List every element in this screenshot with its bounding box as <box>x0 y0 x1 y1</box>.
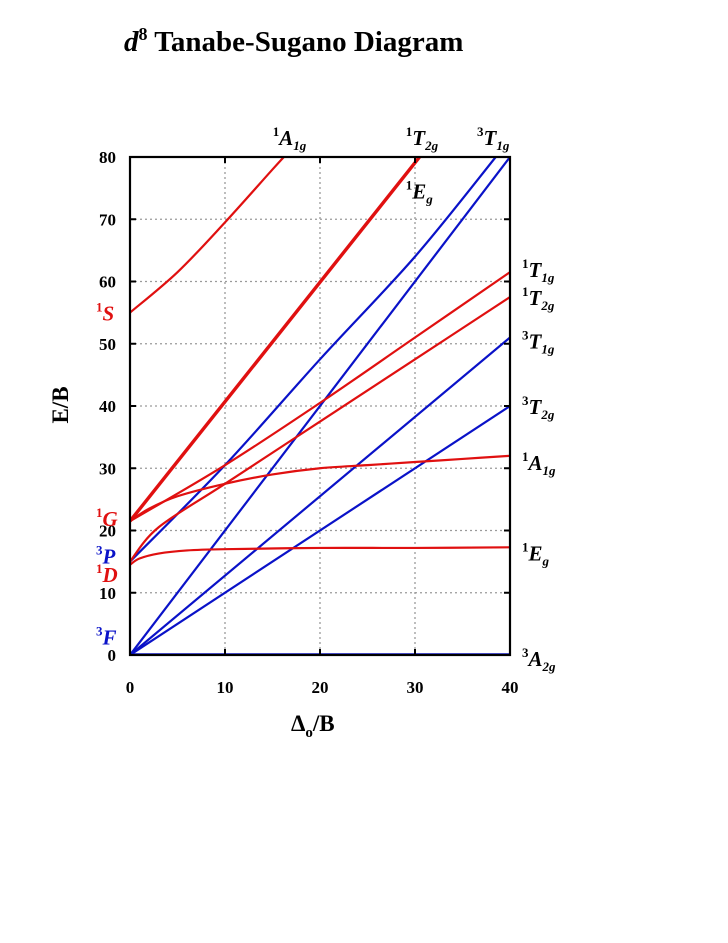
series-line-8 <box>130 405 510 655</box>
title-d: d <box>124 26 139 58</box>
y-tick-label: 0 <box>108 646 117 665</box>
top-3t1g: 3T1g <box>477 124 510 153</box>
right-1eg: 1Eg <box>522 539 550 568</box>
plot-area <box>128 155 512 657</box>
y-tick-label: 50 <box>99 335 116 354</box>
series-lines <box>130 157 510 655</box>
series-line-2 <box>130 157 422 523</box>
right-3t1g: 3T1g <box>522 328 555 357</box>
y-tick-labels: 0 10 20 30 40 50 60 70 80 <box>99 148 116 665</box>
x-tick-label: 40 <box>502 678 519 697</box>
right-3t2g: 3T2g <box>522 393 555 422</box>
chart-title: d8 Tanabe-Sugano Diagram <box>124 24 463 58</box>
x-label-delta: Δ <box>291 711 306 736</box>
x-tick-labels: 0 10 20 30 40 <box>126 678 519 697</box>
series-line-10 <box>130 546 510 566</box>
y-tick-label: 20 <box>99 522 116 541</box>
top-1a1g: 1A1g <box>273 124 307 153</box>
title-rest: Tanabe-Sugano Diagram <box>148 26 464 58</box>
x-tick-label: 30 <box>407 678 424 697</box>
right-1t2g: 1T2g <box>522 284 555 313</box>
right-1a1g: 1A1g <box>522 449 556 478</box>
series-line-6 <box>130 296 510 563</box>
term-labels: 1S1G3P1D3F1A1g1T2g3T1g1Eg1T1g1T2g3T1g3T2… <box>96 124 556 674</box>
y-tick-label: 70 <box>99 210 116 229</box>
free-ion-term-1d: 1D <box>96 561 118 587</box>
free-ion-term-3f: 3F <box>96 623 117 649</box>
free-ion-term-3p: 3P <box>96 542 116 568</box>
series-line-9 <box>130 454 510 523</box>
series-line-1 <box>130 157 286 314</box>
free-ion-term-1g: 1G <box>96 505 118 531</box>
axis-ticks <box>129 156 511 656</box>
y-tick-label: 60 <box>99 273 116 292</box>
y-tick-label: 80 <box>99 148 116 167</box>
x-axis-label: Δo/B <box>291 711 335 741</box>
x-tick-label: 20 <box>312 678 329 697</box>
series-line-3 <box>130 157 497 563</box>
x-tick-label: 10 <box>217 678 234 697</box>
y-tick-label: 30 <box>99 459 116 478</box>
top-1t2g: 1T2g <box>406 124 439 153</box>
series-line-5 <box>130 271 510 523</box>
x-tick-label: 0 <box>126 678 135 697</box>
title-superscript: 8 <box>139 24 148 44</box>
inner-1eg: 1Eg <box>406 177 434 206</box>
y-axis-label: E/B <box>48 386 73 423</box>
x-label-sub: o <box>305 725 313 741</box>
y-tick-label: 10 <box>99 584 116 603</box>
right-1t1g: 1T1g <box>522 256 555 285</box>
free-ion-term-1s: 1S <box>96 300 114 326</box>
series-line-7 <box>130 336 510 655</box>
right-3a2g: 3A2g <box>522 645 556 674</box>
series-line-4 <box>130 157 510 655</box>
x-label-rest: /B <box>312 711 335 736</box>
y-tick-label: 40 <box>99 397 116 416</box>
